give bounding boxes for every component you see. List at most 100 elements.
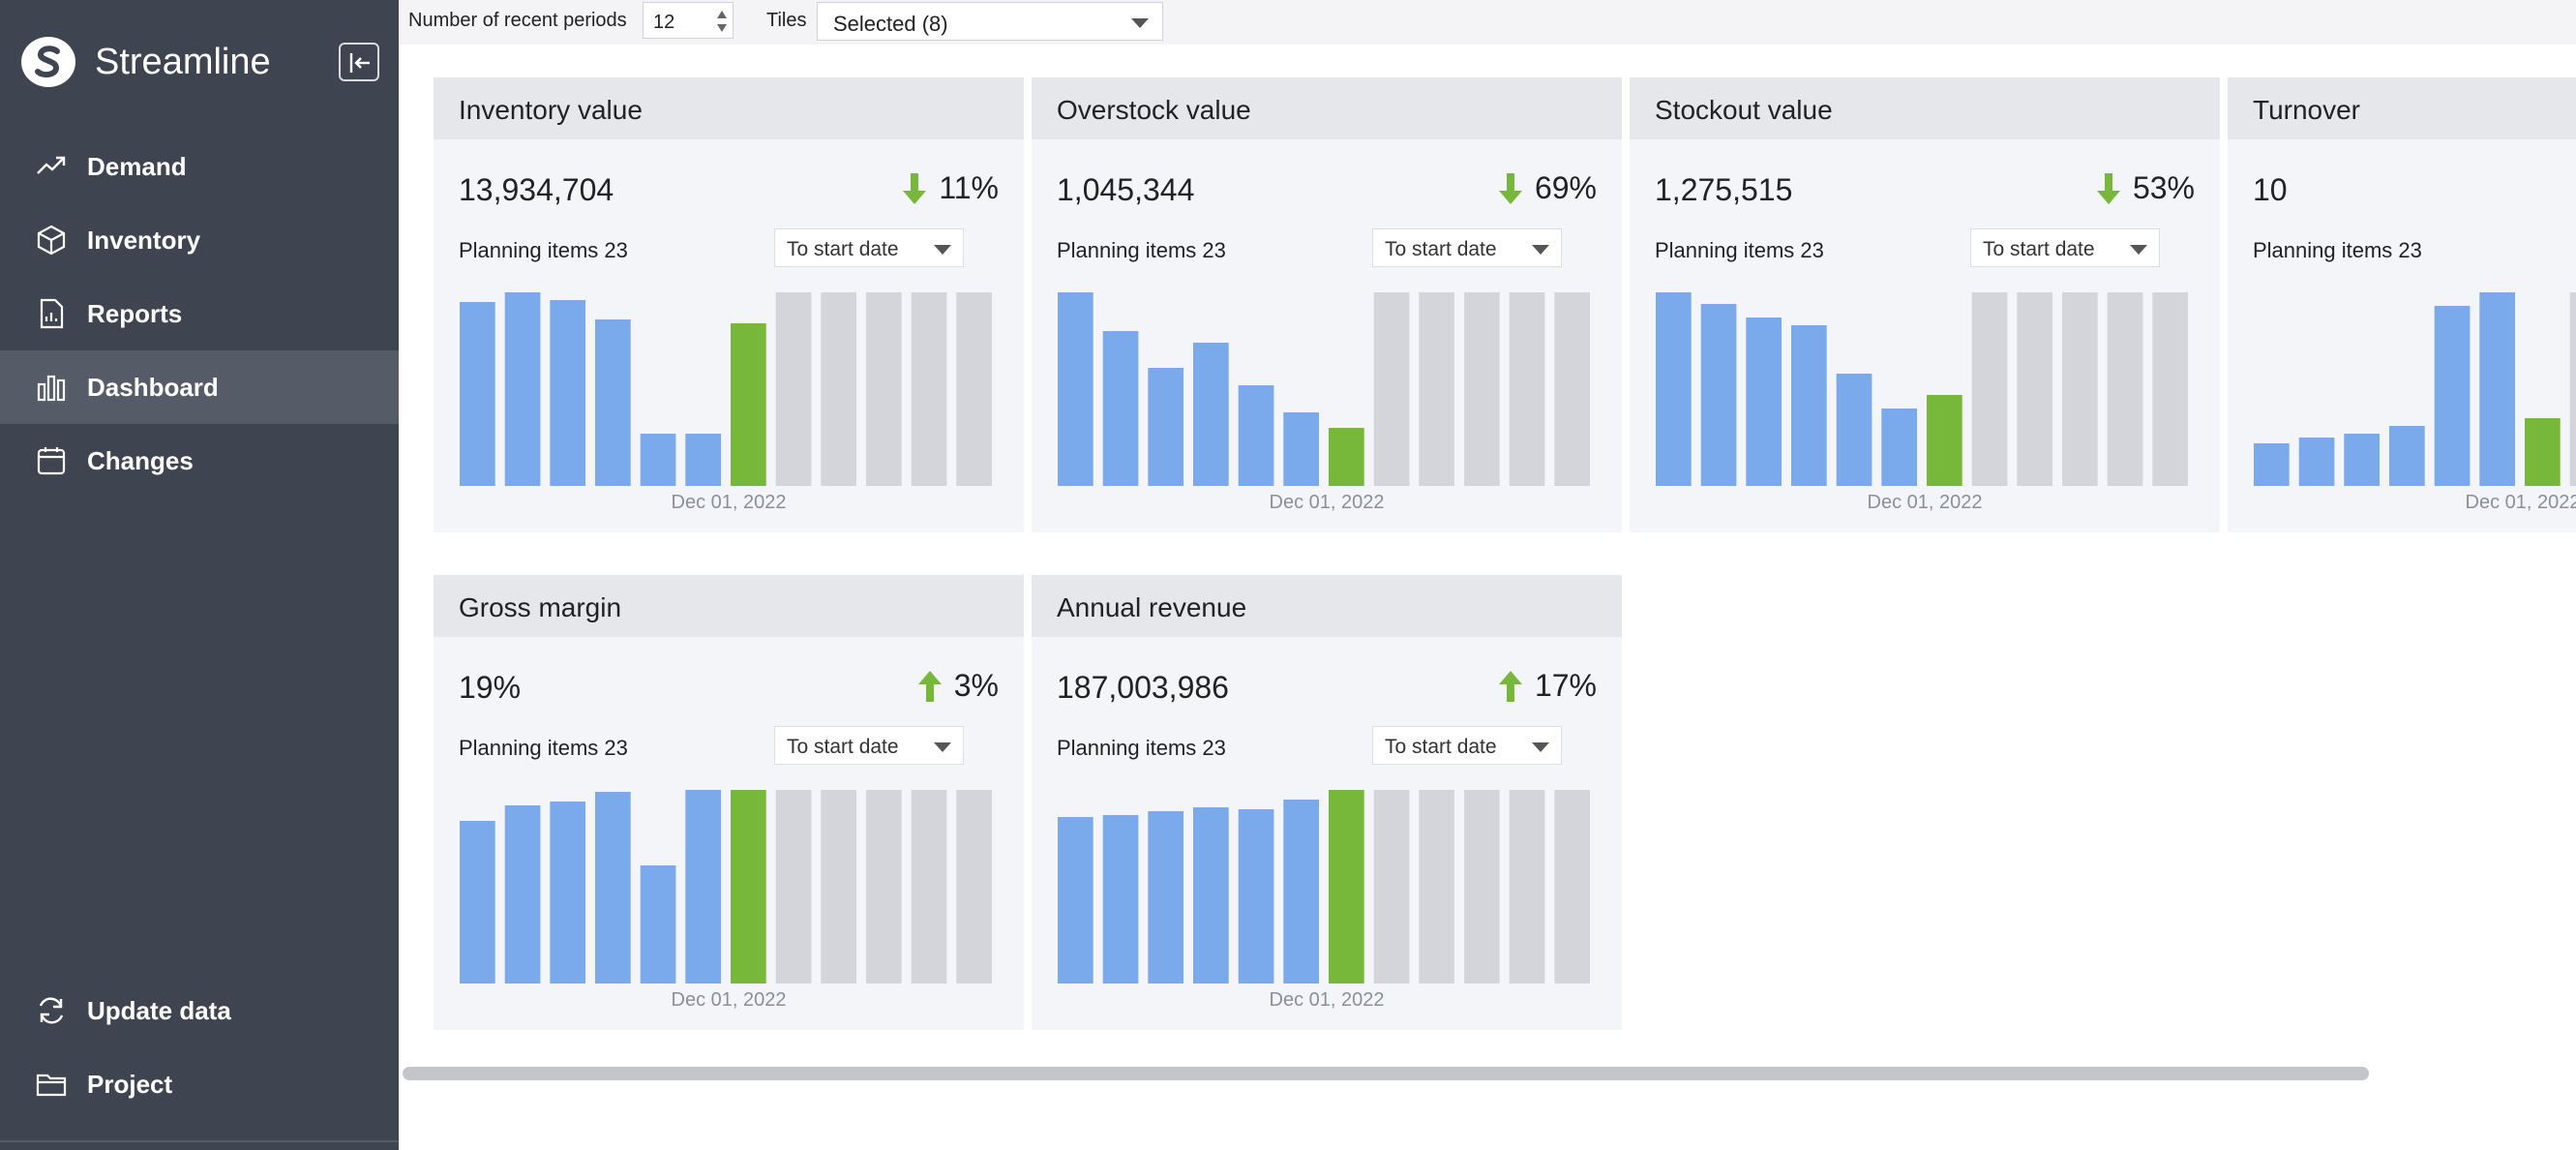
tile-change: 53% xyxy=(2096,170,2195,206)
sidebar-item-demand[interactable]: Demand xyxy=(0,130,399,203)
tile-mode-value: To start date xyxy=(787,736,899,758)
chart-bar[interactable] xyxy=(911,790,947,984)
chart-bar[interactable] xyxy=(640,865,676,984)
chart-bar[interactable] xyxy=(1554,292,1590,486)
chart-bar[interactable] xyxy=(1329,790,1364,984)
chart-bar[interactable] xyxy=(460,821,495,984)
chart-bar[interactable] xyxy=(595,319,631,486)
chart-bar[interactable] xyxy=(1148,368,1183,486)
chart-bar[interactable] xyxy=(1102,331,1139,486)
chart-bar[interactable] xyxy=(1700,304,1737,486)
chart-bar[interactable] xyxy=(821,790,856,984)
tile-change: 11% xyxy=(902,170,999,206)
chart-bar[interactable] xyxy=(1193,343,1229,486)
chart-bar[interactable] xyxy=(1509,790,1545,984)
chart-bar[interactable] xyxy=(550,802,585,984)
chart-bar[interactable] xyxy=(956,790,992,984)
chart-bar[interactable] xyxy=(1373,292,1410,486)
tile-title: Annual revenue xyxy=(1057,592,1247,622)
chart-bar[interactable] xyxy=(1058,292,1093,486)
sidebar-item-inventory[interactable]: Inventory xyxy=(0,203,399,277)
sidebar-item-dashboard[interactable]: Dashboard xyxy=(0,350,399,424)
chart-bar[interactable] xyxy=(731,790,766,984)
chart-bar[interactable] xyxy=(1238,809,1274,984)
chart-bar[interactable] xyxy=(1881,409,1917,486)
chart-bar[interactable] xyxy=(504,805,541,984)
chart-bar[interactable] xyxy=(2152,292,2188,486)
chart-bar[interactable] xyxy=(821,292,856,486)
chart-bar[interactable] xyxy=(1464,292,1500,486)
tile-mode-select[interactable]: To start date xyxy=(1372,726,1562,765)
chart-bar[interactable] xyxy=(504,292,541,486)
chart-bar[interactable] xyxy=(2389,426,2425,486)
sidebar-item-changes[interactable]: Changes xyxy=(0,424,399,498)
kpi-tile-gross-margin: Gross margin 19% 3% Planning items 23 To sta… xyxy=(434,575,1024,1030)
tiles-select[interactable]: Selected (8) xyxy=(817,2,1163,41)
tile-mode-select[interactable]: To start date xyxy=(774,228,964,267)
chart-bar[interactable] xyxy=(911,292,947,486)
brand[interactable]: Streamline xyxy=(21,37,271,87)
periods-stepper[interactable]: 12 xyxy=(643,2,734,39)
chart-bar[interactable] xyxy=(2062,292,2098,486)
chart-bar[interactable] xyxy=(1329,428,1364,486)
chart-bar[interactable] xyxy=(1148,811,1183,984)
tile-change-percent: 69% xyxy=(1534,170,1597,205)
chart-bar[interactable] xyxy=(685,434,721,486)
tile-header: Turnover xyxy=(2228,77,2576,139)
chart-bar[interactable] xyxy=(2017,292,2052,486)
chart-bar[interactable] xyxy=(2525,418,2561,486)
chart-bar[interactable] xyxy=(1102,815,1139,984)
chart-bar[interactable] xyxy=(866,292,902,486)
chart-bar[interactable] xyxy=(1419,790,1454,984)
tile-header: Gross margin xyxy=(434,575,1024,637)
chart-bar[interactable] xyxy=(2479,292,2515,486)
chart-bar[interactable] xyxy=(1283,800,1319,984)
arrow-down-icon xyxy=(2096,172,2120,204)
chart-bar[interactable] xyxy=(460,302,495,486)
chart-bar[interactable] xyxy=(775,790,812,984)
sidebar-item-project[interactable]: Project xyxy=(0,1047,399,1121)
tile-mode-select[interactable]: To start date xyxy=(1372,228,1562,267)
tile-mode-select[interactable]: To start date xyxy=(774,726,964,765)
tile-date: Dec 01, 2022 xyxy=(671,989,787,1011)
chart-bar[interactable] xyxy=(2569,292,2576,486)
chart-bar[interactable] xyxy=(1746,318,1782,486)
chart-bar[interactable] xyxy=(1791,325,1827,486)
chart-bar[interactable] xyxy=(2434,306,2471,486)
chart-bar[interactable] xyxy=(731,323,766,486)
chart-bar[interactable] xyxy=(640,434,676,486)
chart-bar[interactable] xyxy=(866,790,902,984)
chart-bar[interactable] xyxy=(1971,292,2008,486)
chart-bar[interactable] xyxy=(1058,817,1093,984)
chart-bar[interactable] xyxy=(550,300,585,486)
sidebar-item-update-data[interactable]: Update data xyxy=(0,974,399,1047)
horizontal-scrollbar[interactable] xyxy=(403,1067,2369,1080)
chart-bar[interactable] xyxy=(1509,292,1545,486)
tile-change-percent: 11% xyxy=(939,170,999,205)
chart-bar[interactable] xyxy=(1656,292,1692,486)
chart-bar[interactable] xyxy=(1554,790,1590,984)
chart-bar[interactable] xyxy=(775,292,812,486)
chart-bar[interactable] xyxy=(1193,807,1229,984)
chart-bar[interactable] xyxy=(956,292,992,486)
chart-bar[interactable] xyxy=(1464,790,1500,984)
chart-bar[interactable] xyxy=(1283,412,1319,486)
chart-bar[interactable] xyxy=(2344,434,2380,486)
chart-bar[interactable] xyxy=(2107,292,2143,486)
collapse-sidebar-button[interactable] xyxy=(339,43,379,81)
chart-bar[interactable] xyxy=(1836,374,1872,486)
periods-label: Number of recent periods xyxy=(408,10,627,31)
chart-bar[interactable] xyxy=(1419,292,1454,486)
chart-bar[interactable] xyxy=(1927,395,1962,486)
chart-bar[interactable] xyxy=(595,792,631,984)
chart-bar[interactable] xyxy=(685,790,721,984)
chevron-down-icon xyxy=(1532,245,1549,255)
stepper-arrows-icon[interactable] xyxy=(715,7,729,36)
tile-mode-select[interactable]: To start date xyxy=(1970,228,2160,267)
tile-date: Dec 01, 2022 xyxy=(1269,492,1385,513)
chart-bar[interactable] xyxy=(2298,438,2335,486)
chart-bar[interactable] xyxy=(2254,443,2290,486)
chart-bar[interactable] xyxy=(1373,790,1410,984)
chart-bar[interactable] xyxy=(1238,385,1274,486)
sidebar-item-reports[interactable]: Reports xyxy=(0,277,399,350)
